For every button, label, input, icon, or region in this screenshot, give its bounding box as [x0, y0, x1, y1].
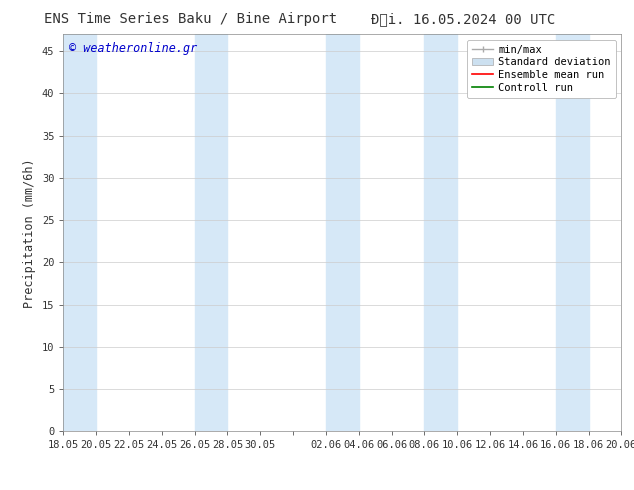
Bar: [326, 34, 359, 431]
Bar: [63, 34, 96, 431]
Bar: [195, 34, 228, 431]
Text: ENS Time Series Baku / Bine Airport: ENS Time Series Baku / Bine Airport: [44, 12, 337, 26]
Legend: min/max, Standard deviation, Ensemble mean run, Controll run: min/max, Standard deviation, Ensemble me…: [467, 40, 616, 98]
Text: © weatheronline.gr: © weatheronline.gr: [69, 42, 197, 55]
Text: Đải. 16.05.2024 00 UTC: Đải. 16.05.2024 00 UTC: [371, 12, 555, 26]
Bar: [424, 34, 457, 431]
Bar: [555, 34, 588, 431]
Y-axis label: Precipitation (mm/6h): Precipitation (mm/6h): [23, 158, 36, 308]
